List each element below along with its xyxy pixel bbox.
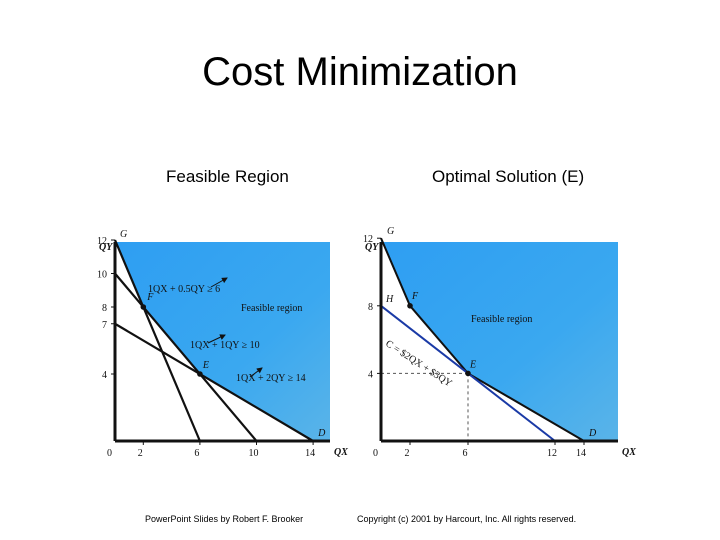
x-tick-label: 0 — [373, 448, 378, 459]
y-tick-label: 7 — [102, 320, 107, 331]
y-tick-label: 12 — [363, 234, 373, 245]
y-tick-label: 10 — [97, 270, 107, 281]
constraint-label-3: 1QX + 2QY ≥ 14 — [236, 373, 306, 384]
point-e-label: E — [469, 359, 476, 370]
x-axis-label: QX — [334, 447, 348, 458]
constraint-line-3 — [114, 322, 314, 442]
y-tick-label: 4 — [368, 369, 373, 380]
point-e-label: E — [202, 360, 209, 371]
point-h-label: H — [385, 294, 394, 305]
x-tick-label: 0 — [107, 448, 112, 459]
point-d-label: D — [588, 428, 597, 439]
point-g-label: G — [387, 226, 394, 237]
feasible-region-chart: 1QX + 0.5QY ≥ 6 1QX + 1QY ≥ 10 1QX + 2QY ≥… — [97, 229, 348, 459]
y-tick-label: 8 — [102, 303, 107, 314]
y-axis-label: QY — [99, 242, 113, 253]
constraint-label-2: 1QX + 1QY ≥ 10 — [190, 340, 260, 351]
x-axis-label: QX — [622, 447, 636, 458]
point-e-marker — [197, 371, 203, 377]
region-label: Feasible region — [241, 303, 302, 314]
point-d-label: D — [317, 428, 326, 439]
y-axis-label: QY — [365, 242, 379, 253]
point-f-label: F — [411, 291, 419, 302]
constraint-line-1 — [113, 239, 201, 442]
feasible-region-area — [115, 240, 330, 441]
y-tick-label: 4 — [102, 370, 107, 381]
feasible-region-area — [381, 238, 618, 441]
point-e-marker — [465, 370, 471, 377]
feasible-boundary-line — [380, 237, 585, 442]
point-g-label: G — [120, 229, 127, 240]
point-f-label: F — [146, 292, 154, 303]
footer-credit: PowerPoint Slides by Robert F. Brooker — [145, 514, 304, 524]
x-tick-label: 6 — [463, 448, 468, 459]
x-tick-label: 14 — [576, 448, 586, 459]
constraint-label-1: 1QX + 0.5QY ≥ 6 — [148, 284, 220, 295]
point-f-marker — [407, 303, 413, 309]
constraint-arrow-3 — [249, 367, 263, 378]
chart-2-title: Optimal Solution (E) — [432, 167, 585, 186]
x-tick-label: 12 — [547, 448, 557, 459]
x-tick-label: 2 — [138, 448, 143, 459]
region-label: Feasible region — [471, 314, 532, 325]
point-f-marker — [140, 304, 147, 310]
x-tick-label: 6 — [194, 448, 199, 459]
x-tick-label: 14 — [305, 448, 315, 459]
y-tick-label: 12 — [97, 236, 107, 247]
footer-copyright: Copyright (c) 2001 by Harcourt, Inc. All… — [357, 514, 577, 524]
constraint-arrow-1 — [210, 277, 228, 288]
y-tick-label: 8 — [368, 302, 373, 313]
x-tick-label: 2 — [405, 448, 410, 459]
constraint-arrow-2 — [207, 334, 226, 344]
x-tick-label: 10 — [249, 448, 259, 459]
constraint-line-2 — [114, 272, 258, 442]
chart-1-title: Feasible Region — [166, 167, 289, 186]
page-title: Cost Minimization — [202, 50, 518, 94]
